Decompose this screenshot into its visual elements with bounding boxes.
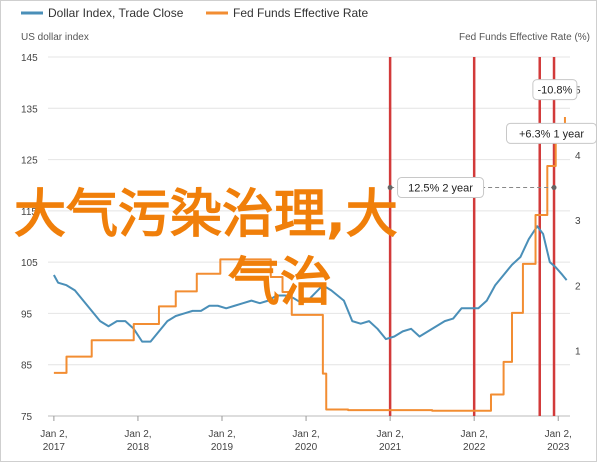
x-tick-label: Jan 2, [292, 429, 319, 440]
right-tick-label: 1 [575, 347, 581, 358]
right-axis-title: Fed Funds Effective Rate (%) [459, 32, 590, 43]
reference-endpoint-dot [551, 185, 557, 191]
left-tick-label: 75 [21, 412, 33, 423]
left-tick-label: 125 [21, 156, 38, 167]
x-tick-label: Jan 2, [545, 429, 572, 440]
left-axis-title: US dollar index [21, 32, 89, 43]
annotation-badge-label: +6.3% 1 year [519, 128, 584, 140]
legend-label-dollar-index[interactable]: Dollar Index, Trade Close [48, 6, 184, 20]
left-tick-label: 135 [21, 104, 38, 115]
x-tick-year: 2022 [463, 442, 486, 453]
x-tick-year: 2017 [43, 442, 66, 453]
right-tick-label: 2 [575, 281, 581, 292]
x-tick-year: 2021 [379, 442, 402, 453]
grid-lines [48, 56, 570, 417]
fed-funds-series-line [53, 117, 566, 412]
x-tick-year: 2023 [547, 442, 570, 453]
overlay-line-1: 大气污染治理,大 [14, 185, 398, 245]
x-tick-year: 2019 [211, 442, 234, 453]
left-tick-label: 145 [21, 53, 38, 64]
annotation-badge: 12.5% 2 year [397, 177, 485, 199]
annotation-badges: -10.8% +6.3% 1 year 12.5% 2 year [387, 79, 598, 199]
annotation-badge: -10.8% [532, 79, 578, 101]
overlay-line-2: 气治 [228, 253, 332, 313]
annotation-badge-box [506, 122, 598, 144]
annotation-badge-box [532, 79, 578, 101]
x-tick-label: Jan 2, [40, 429, 67, 440]
annotation-badge: +6.3% 1 year [506, 122, 598, 144]
overlay-caption: 大气污染治理,大 气治 [14, 185, 398, 313]
annotation-badge-box [397, 177, 485, 199]
left-tick-label: 95 [21, 309, 33, 320]
x-tick-label: Jan 2, [376, 429, 403, 440]
left-tick-label: 115 [21, 207, 37, 218]
legend[interactable]: Dollar Index, Trade Close Fed Funds Effe… [21, 6, 369, 20]
x-tick-label: Jan 2, [124, 429, 151, 440]
annotation-badge-label: -10.8% [537, 85, 572, 97]
vertical-markers [388, 57, 556, 416]
annotation-badge-label: 12.5% 2 year [408, 183, 473, 195]
x-tick-label: Jan 2, [461, 429, 488, 440]
series-lines [53, 117, 568, 412]
y-axis-ticks: 75 85 95 105 115 125 135 145 1 2 3 4 5 [21, 53, 581, 423]
right-tick-label: 3 [575, 216, 581, 227]
left-tick-label: 105 [21, 258, 38, 269]
x-axis-ticks: Jan 2, 2017 Jan 2, 2018 Jan 2, 2019 Jan 2, 2020… [40, 416, 572, 453]
x-tick-year: 2020 [295, 442, 318, 453]
reference-endpoint-dot [387, 185, 393, 191]
legend-label-fed-funds[interactable]: Fed Funds Effective Rate [233, 6, 369, 20]
right-tick-label: 4 [575, 151, 581, 162]
x-tick-year: 2018 [127, 442, 150, 453]
x-tick-label: Jan 2, [208, 429, 235, 440]
dollar-index-series-line [53, 225, 568, 343]
left-tick-label: 85 [21, 361, 33, 372]
right-tick-label: 5 [575, 86, 581, 97]
